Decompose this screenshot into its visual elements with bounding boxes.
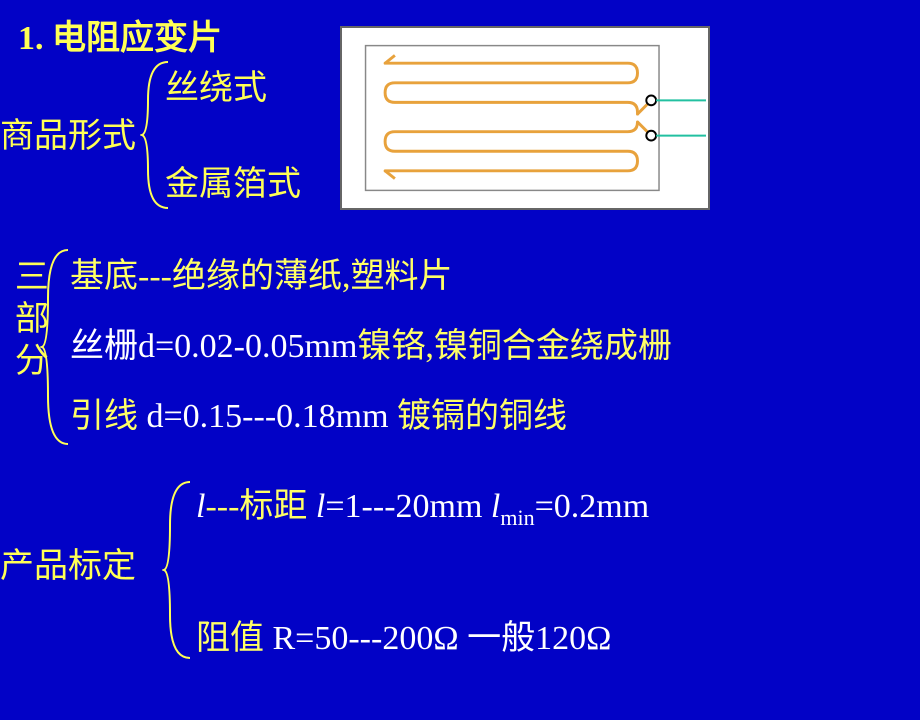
option-wire-wound: 丝绕式 xyxy=(165,62,267,116)
lead-material-text: 镀镉的铜线 xyxy=(397,398,567,435)
label-product-standard: 产品标定 xyxy=(0,540,136,594)
grid-material-text: 镍铬,镍铜合金绕成栅 xyxy=(357,328,672,365)
brace-product-standard xyxy=(162,480,192,660)
title: 1. 电阻应变片 xyxy=(18,12,222,66)
sym-l-3: l xyxy=(491,488,500,525)
spec-resistance: 阻值 R=50---200Ω 一般120Ω xyxy=(196,612,611,666)
gauge-min-val: =0.2mm xyxy=(535,488,650,525)
part-base: 基底---绝缘的薄纸,塑料片 xyxy=(70,250,452,304)
resistance-label: 阻值 xyxy=(196,620,264,657)
grid-spec-text: 丝栅d=0.02-0.05mm xyxy=(70,328,357,365)
lead-label-text: 引线 xyxy=(70,398,138,435)
gauge-eq-text: =1---20mm xyxy=(325,488,491,525)
brace-three-parts xyxy=(40,248,70,446)
resistance-value: R=50---200Ω 一般120Ω xyxy=(264,620,611,657)
gauge-desc-text: ---标距 xyxy=(205,488,315,525)
spec-gauge-length: l---标距 l=1---20mm lmin=0.2mm xyxy=(196,480,649,535)
label-commercial-form: 商品形式 xyxy=(0,110,136,164)
option-foil: 金属箔式 xyxy=(165,158,301,212)
sub-min: min xyxy=(500,505,534,530)
lead-spec-text: d=0.15---0.18mm xyxy=(147,398,389,435)
part-grid: 丝栅d=0.02-0.05mm镍铬,镍铜合金绕成栅 xyxy=(70,320,672,374)
part-lead: 引线 d=0.15---0.18mm 镀镉的铜线 xyxy=(70,390,567,444)
sym-l-2: l xyxy=(316,488,325,525)
strain-gauge-diagram xyxy=(340,26,710,210)
